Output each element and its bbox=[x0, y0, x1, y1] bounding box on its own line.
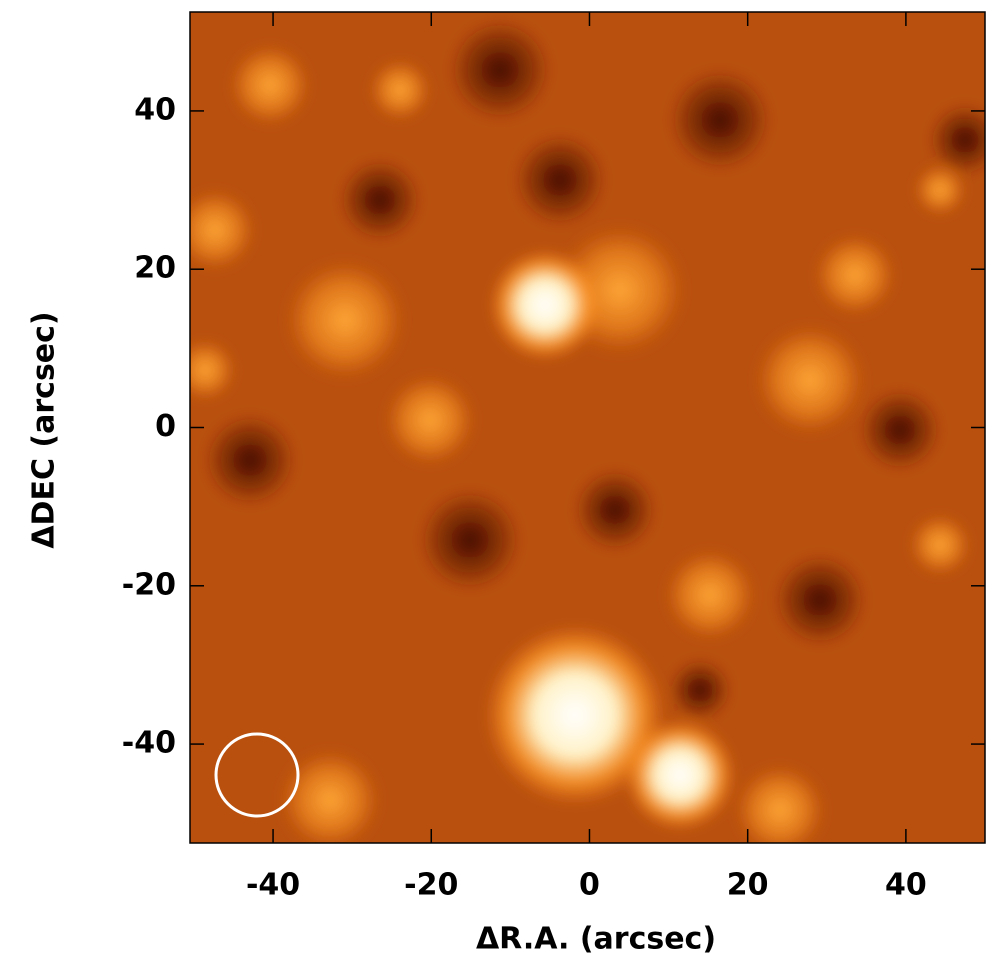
y-tick-label: -40 bbox=[122, 726, 176, 761]
y-tick-label: 20 bbox=[134, 251, 176, 286]
intensity-map bbox=[190, 12, 985, 843]
x-tick-label: -20 bbox=[404, 868, 458, 903]
y-tick-label: -20 bbox=[122, 567, 176, 602]
y-tick-label: 0 bbox=[155, 409, 176, 444]
beam bbox=[214, 732, 300, 818]
x-tick-label: 40 bbox=[885, 868, 927, 903]
x-tick-label: 20 bbox=[727, 868, 769, 903]
y-axis-label: ΔDEC (arcsec) bbox=[27, 311, 62, 548]
x-tick-label: 0 bbox=[579, 868, 600, 903]
y-tick-label: 40 bbox=[134, 92, 176, 127]
x-axis-label: ΔR.A. (arcsec) bbox=[476, 922, 716, 957]
x-tick-label: -40 bbox=[246, 868, 300, 903]
